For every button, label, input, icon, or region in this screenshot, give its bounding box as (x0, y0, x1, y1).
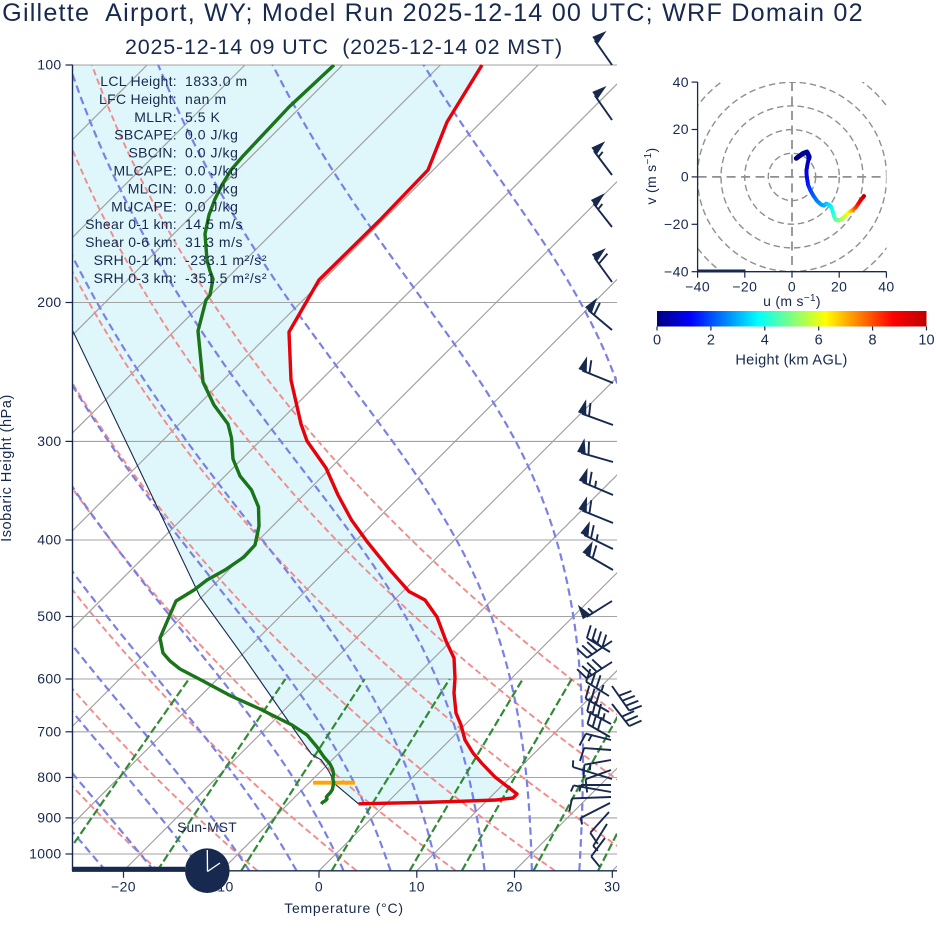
svg-text:SBCAPE:: SBCAPE: (114, 127, 177, 143)
svg-text:−40: −40 (664, 263, 689, 279)
svg-text:0.0 J/kg: 0.0 J/kg (185, 145, 238, 161)
svg-text:0: 0 (315, 878, 323, 894)
svg-text:10: 10 (918, 333, 934, 349)
svg-text:5.5 K: 5.5 K (185, 109, 221, 125)
svg-text:40: 40 (878, 279, 894, 295)
svg-text:8: 8 (869, 333, 877, 349)
svg-text:20: 20 (673, 121, 689, 137)
svg-text:Isobaric Height (hPa): Isobaric Height (hPa) (0, 394, 15, 542)
svg-text:500: 500 (37, 608, 61, 624)
svg-text:SBCIN:: SBCIN: (129, 145, 177, 161)
svg-text:0.0 J/kg: 0.0 J/kg (185, 163, 238, 179)
svg-text:SRH 0-1 km:: SRH 0-1 km: (94, 252, 177, 268)
svg-text:1000: 1000 (29, 846, 61, 862)
svg-text:20: 20 (831, 279, 847, 295)
svg-text:31.3 m/s: 31.3 m/s (185, 234, 243, 250)
svg-text:10: 10 (409, 878, 425, 894)
svg-text:SRH 0-3 km:: SRH 0-3 km: (94, 270, 177, 286)
svg-text:LFC Height:: LFC Height: (99, 91, 177, 107)
svg-text:400: 400 (37, 532, 61, 548)
svg-text:0.0 J/kg: 0.0 J/kg (185, 198, 238, 214)
svg-text:0.0 J/kg: 0.0 J/kg (185, 127, 238, 143)
svg-text:4: 4 (761, 333, 769, 349)
svg-text:MLLR:: MLLR: (134, 109, 177, 125)
svg-text:−20: −20 (732, 279, 757, 295)
svg-text:−20: −20 (111, 878, 136, 894)
svg-text:1833.0 m: 1833.0 m (185, 73, 248, 89)
svg-text:0: 0 (788, 279, 796, 295)
svg-text:40: 40 (673, 74, 689, 90)
svg-text:300: 300 (37, 433, 61, 449)
svg-text:Shear 0-6 km:: Shear 0-6 km: (85, 234, 177, 250)
svg-text:700: 700 (37, 724, 61, 740)
svg-text:100: 100 (37, 57, 61, 73)
svg-text:nan m: nan m (185, 91, 227, 107)
svg-text:-351.5 m²/s²: -351.5 m²/s² (185, 270, 267, 286)
svg-text:2: 2 (707, 333, 715, 349)
svg-text:-233.1 m²/s²: -233.1 m²/s² (185, 252, 267, 268)
svg-text:0.0 J/kg: 0.0 J/kg (185, 180, 238, 196)
svg-text:0: 0 (653, 333, 661, 349)
svg-text:MLCAPE:: MLCAPE: (113, 163, 177, 179)
svg-text:Sun-MST: Sun-MST (177, 820, 237, 835)
svg-text:Shear 0-1 km:: Shear 0-1 km: (85, 216, 177, 232)
svg-text:Gillette Airport, WY; Model R: Gillette Airport, WY; Model Run 2025-12-… (2, 0, 864, 27)
svg-text:14.5 m/s: 14.5 m/s (185, 216, 243, 232)
svg-text:800: 800 (37, 769, 61, 785)
svg-text:MLCIN:: MLCIN: (128, 180, 177, 196)
svg-text:−20: −20 (664, 216, 689, 232)
svg-text:600: 600 (37, 671, 61, 687)
svg-text:2025-12-14 09 UTC (2025-12-14: 2025-12-14 09 UTC (2025-12-14 02 MST) (125, 35, 563, 59)
svg-text:MUCAPE:: MUCAPE: (111, 198, 177, 214)
svg-text:900: 900 (37, 810, 61, 826)
svg-text:LCL Height:: LCL Height: (100, 73, 177, 89)
svg-text:Temperature (°C): Temperature (°C) (284, 900, 404, 916)
svg-text:0: 0 (681, 169, 689, 185)
svg-text:Height (km AGL): Height (km AGL) (735, 353, 847, 369)
svg-text:6: 6 (815, 333, 823, 349)
svg-text:−40: −40 (685, 279, 710, 295)
svg-text:200: 200 (37, 294, 61, 310)
svg-text:30: 30 (604, 878, 620, 894)
svg-text:20: 20 (506, 878, 522, 894)
